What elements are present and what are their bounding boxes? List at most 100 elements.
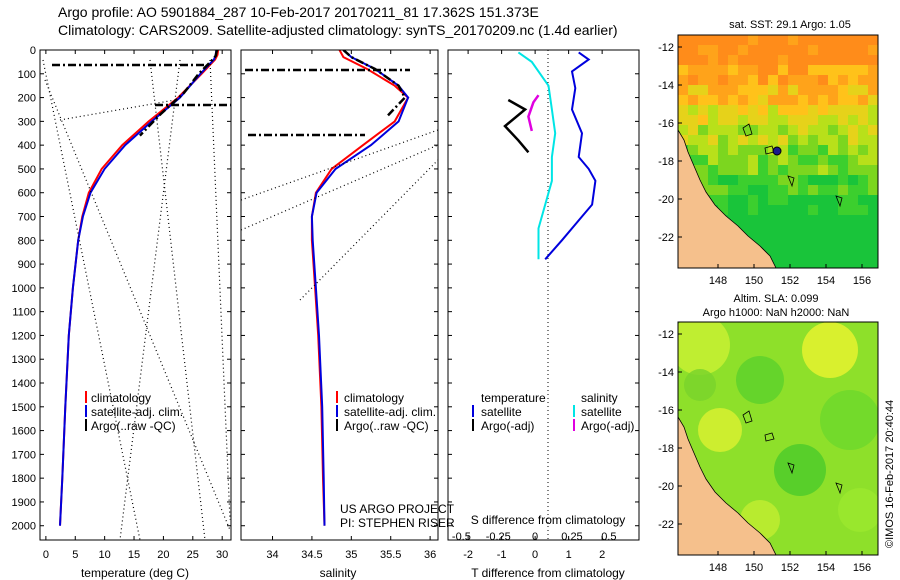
sst-pixel bbox=[738, 225, 748, 235]
sst-pixel bbox=[758, 145, 768, 155]
sst-pixel bbox=[698, 165, 708, 175]
sst-pixel bbox=[808, 105, 818, 115]
depth-tick-label: 1000 bbox=[12, 283, 36, 295]
map-ytick-label: -12 bbox=[658, 42, 674, 54]
difference-series-t-argo-adj- bbox=[503, 98, 530, 154]
sst-pixel bbox=[688, 145, 698, 155]
sst-pixel bbox=[798, 165, 808, 175]
sst-pixel bbox=[678, 95, 688, 105]
sst-pixel bbox=[848, 55, 858, 65]
sst-pixel bbox=[678, 65, 688, 75]
sst-pixel bbox=[838, 175, 848, 185]
difference-xtick-label: 0 bbox=[532, 549, 538, 561]
sst-pixel bbox=[788, 55, 798, 65]
sst-pixel bbox=[828, 105, 838, 115]
sst-pixel bbox=[748, 135, 758, 145]
sst-pixel bbox=[758, 75, 768, 85]
sst-pixel bbox=[728, 125, 738, 135]
sst-pixel bbox=[808, 125, 818, 135]
salinity-series-climatology bbox=[310, 50, 410, 526]
sst-pixel bbox=[748, 215, 758, 225]
sst-pixel bbox=[728, 55, 738, 65]
sst-pixel bbox=[828, 205, 838, 215]
sst-pixel bbox=[848, 45, 858, 55]
sst-pixel bbox=[798, 175, 808, 185]
salinity-xtick-label: 35 bbox=[345, 549, 357, 561]
sst-pixel bbox=[718, 145, 728, 155]
temperature-xtick-label: 30 bbox=[216, 549, 228, 561]
sst-pixel bbox=[828, 45, 838, 55]
sst-pixel bbox=[688, 55, 698, 65]
legend-title-salinity: salinity bbox=[581, 391, 618, 405]
imos-stamp: ©IMOS 16-Feb-2017 20:40:44 bbox=[884, 400, 896, 548]
temperature-series-climatology bbox=[59, 50, 220, 526]
sst-pixel bbox=[868, 195, 878, 205]
sst-pixel bbox=[768, 155, 778, 165]
depth-tick-label: 200 bbox=[18, 93, 36, 105]
sst-pixel bbox=[838, 185, 848, 195]
sst-pixel bbox=[738, 185, 748, 195]
sst-pixel bbox=[718, 105, 728, 115]
sst-pixel bbox=[808, 35, 818, 45]
legend-label-argo: Argo(..raw -QC) bbox=[91, 419, 176, 433]
sst-pixel bbox=[808, 195, 818, 205]
sst-pixel bbox=[848, 35, 858, 45]
sst-pixel bbox=[778, 75, 788, 85]
sst-pixel bbox=[828, 255, 838, 265]
sst-pixel bbox=[868, 55, 878, 65]
sst-pixel bbox=[758, 95, 768, 105]
sst-pixel bbox=[828, 155, 838, 165]
sst-pixel bbox=[748, 205, 758, 215]
difference-top-tick-label: 0.25 bbox=[561, 531, 582, 543]
sla-map: Altim. SLA: 0.099 Argo h1000: NaN h2000:… bbox=[658, 293, 879, 574]
sst-pixel bbox=[778, 135, 788, 145]
map-ytick-label: -14 bbox=[658, 367, 674, 379]
sst-pixel bbox=[868, 135, 878, 145]
sst-pixel bbox=[848, 105, 858, 115]
raw-profile-trace bbox=[42, 59, 141, 540]
sst-pixel bbox=[828, 175, 838, 185]
sst-pixel bbox=[768, 215, 778, 225]
depth-tick-label: 500 bbox=[18, 164, 36, 176]
sst-pixel bbox=[818, 235, 828, 245]
sst-pixel bbox=[778, 105, 788, 115]
depth-tick-label: 1200 bbox=[12, 330, 36, 342]
sst-pixel bbox=[748, 55, 758, 65]
sst-pixel bbox=[738, 85, 748, 95]
difference-series-s-argo-adj- bbox=[527, 94, 540, 132]
sst-pixel bbox=[708, 85, 718, 95]
difference-series-t-satellite bbox=[544, 51, 597, 260]
sst-pixel bbox=[728, 115, 738, 125]
difference-series-s-satellite bbox=[517, 51, 557, 260]
temperature-xtick-label: 10 bbox=[99, 549, 111, 561]
sst-pixel bbox=[738, 45, 748, 55]
sla-map-title-2: Argo h1000: NaN h2000: NaN bbox=[703, 307, 850, 319]
temperature-xtick-label: 5 bbox=[72, 549, 78, 561]
salinity-frame bbox=[240, 49, 439, 541]
sst-pixel bbox=[728, 35, 738, 45]
sst-pixel bbox=[848, 75, 858, 85]
sst-pixel bbox=[778, 95, 788, 105]
map-ytick-label: -14 bbox=[658, 80, 674, 92]
sst-pixel bbox=[858, 145, 868, 155]
sst-pixel bbox=[828, 265, 838, 268]
sst-pixel bbox=[678, 115, 688, 125]
sst-pixel bbox=[758, 205, 768, 215]
sst-pixel bbox=[798, 45, 808, 55]
sst-pixel bbox=[808, 245, 818, 255]
sst-pixel bbox=[748, 105, 758, 115]
temperature-legend: climatology satellite-adj. clim. Argo(..… bbox=[85, 391, 183, 433]
sst-pixel bbox=[788, 165, 798, 175]
sst-pixel bbox=[798, 85, 808, 95]
sst-pixel bbox=[798, 105, 808, 115]
sst-pixel bbox=[868, 235, 878, 245]
map-xtick-label: 148 bbox=[709, 562, 727, 574]
sst-pixel bbox=[828, 145, 838, 155]
argo-float-marker bbox=[772, 146, 782, 156]
sst-pixel bbox=[798, 65, 808, 75]
sst-pixel bbox=[798, 185, 808, 195]
sst-pixel bbox=[758, 85, 768, 95]
sst-pixel bbox=[788, 35, 798, 45]
sst-pixel bbox=[688, 135, 698, 145]
sst-pixel bbox=[818, 95, 828, 105]
